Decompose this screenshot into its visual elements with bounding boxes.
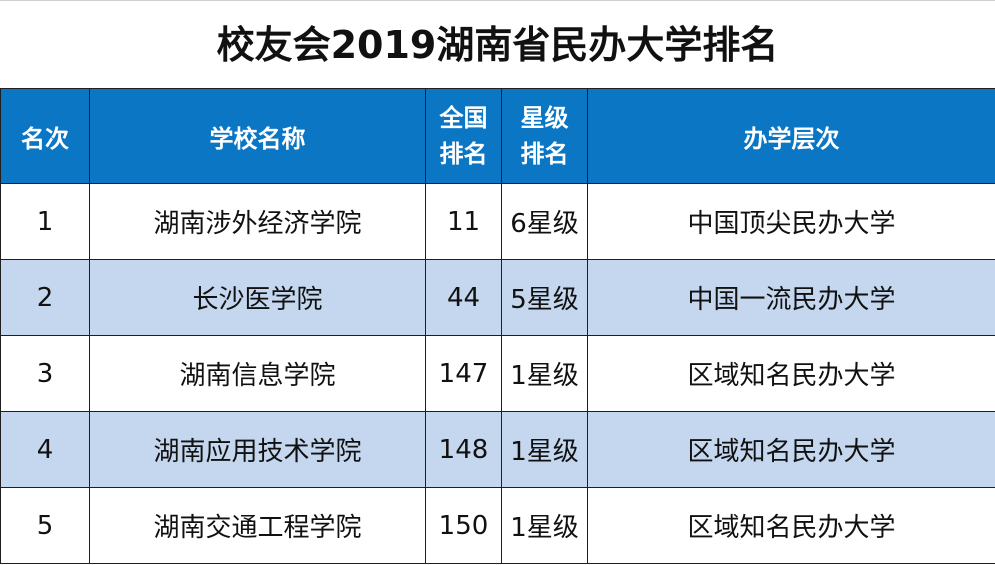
cell-school-name: 长沙医学院 bbox=[89, 259, 426, 336]
cell-star-level: 1星级 bbox=[501, 335, 588, 412]
header-national-rank-line1: 全国 bbox=[439, 104, 488, 132]
table-row: 5 湖南交通工程学院 150 1星级 区域知名民办大学 bbox=[0, 487, 995, 564]
table-row: 3 湖南信息学院 147 1星级 区域知名民办大学 bbox=[0, 335, 995, 412]
cell-national-rank: 147 bbox=[425, 335, 502, 412]
header-star-rank: 星级 排名 bbox=[501, 88, 588, 184]
cell-rank: 4 bbox=[0, 411, 90, 488]
header-rank: 名次 bbox=[0, 88, 90, 184]
ranking-table: 名次 学校名称 全国 排名 星级 排名 办学层次 1 湖南涉外经济学院 11 6… bbox=[0, 88, 995, 564]
cell-star-level: 1星级 bbox=[501, 487, 588, 564]
cell-rank: 5 bbox=[0, 487, 90, 564]
header-national-rank-line2: 排名 bbox=[439, 140, 488, 168]
cell-rank: 3 bbox=[0, 335, 90, 412]
cell-school-name: 湖南信息学院 bbox=[89, 335, 426, 412]
cell-school-level: 区域知名民办大学 bbox=[587, 335, 995, 412]
table-header-row: 名次 学校名称 全国 排名 星级 排名 办学层次 bbox=[0, 88, 995, 184]
table-row: 2 长沙医学院 44 5星级 中国一流民办大学 bbox=[0, 259, 995, 336]
cell-rank: 2 bbox=[0, 259, 90, 336]
header-national-rank: 全国 排名 bbox=[425, 88, 502, 184]
cell-school-level: 中国一流民办大学 bbox=[587, 259, 995, 336]
cell-rank: 1 bbox=[0, 183, 90, 260]
header-school-level: 办学层次 bbox=[587, 88, 995, 184]
cell-star-level: 6星级 bbox=[501, 183, 588, 260]
cell-national-rank: 148 bbox=[425, 411, 502, 488]
cell-national-rank: 150 bbox=[425, 487, 502, 564]
header-star-rank-line1: 星级 bbox=[520, 104, 569, 132]
cell-school-level: 中国顶尖民办大学 bbox=[587, 183, 995, 260]
cell-national-rank: 44 bbox=[425, 259, 502, 336]
header-star-rank-line2: 排名 bbox=[520, 140, 569, 168]
cell-school-name: 湖南应用技术学院 bbox=[89, 411, 426, 488]
cell-school-level: 区域知名民办大学 bbox=[587, 411, 995, 488]
cell-school-name: 湖南涉外经济学院 bbox=[89, 183, 426, 260]
table-row: 4 湖南应用技术学院 148 1星级 区域知名民办大学 bbox=[0, 411, 995, 488]
cell-school-level: 区域知名民办大学 bbox=[587, 487, 995, 564]
cell-star-level: 1星级 bbox=[501, 411, 588, 488]
cell-star-level: 5星级 bbox=[501, 259, 588, 336]
header-school-name: 学校名称 bbox=[89, 88, 426, 184]
cell-school-name: 湖南交通工程学院 bbox=[89, 487, 426, 564]
table-row: 1 湖南涉外经济学院 11 6星级 中国顶尖民办大学 bbox=[0, 183, 995, 260]
page-title: 校友会2019湖南省民办大学排名 bbox=[0, 0, 995, 89]
cell-national-rank: 11 bbox=[425, 183, 502, 260]
